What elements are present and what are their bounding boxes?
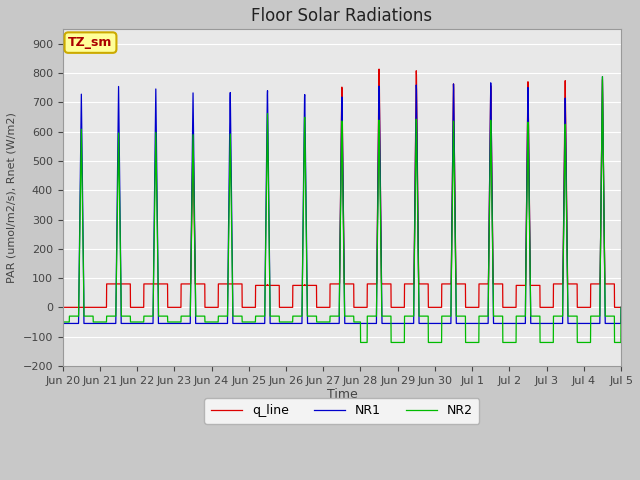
NR2: [617, 304, 625, 310]
NR1: [617, 304, 625, 310]
Title: Floor Solar Radiations: Floor Solar Radiations: [252, 7, 433, 25]
NR2: [607, 313, 614, 319]
q_line: [375, 66, 383, 72]
NR2: [598, 74, 606, 80]
NR1: [598, 74, 606, 80]
NR1: [273, 321, 281, 326]
Line: q_line: q_line: [63, 69, 621, 307]
Text: TZ_sm: TZ_sm: [68, 36, 113, 49]
NR1: [122, 321, 130, 326]
Line: NR1: NR1: [63, 77, 621, 324]
q_line: [617, 304, 625, 310]
NR1: [156, 321, 163, 326]
NR2: [297, 313, 305, 319]
q_line: [156, 281, 163, 287]
Line: NR2: NR2: [63, 77, 621, 342]
q_line: [297, 283, 305, 288]
NR1: [546, 321, 554, 326]
q_line: [122, 281, 130, 287]
NR2: [59, 319, 67, 325]
NR1: [607, 321, 614, 326]
Legend: q_line, NR1, NR2: q_line, NR1, NR2: [204, 398, 479, 423]
NR1: [59, 321, 67, 326]
NR2: [156, 313, 163, 319]
NR2: [356, 339, 364, 345]
NR2: [273, 313, 281, 319]
Y-axis label: PAR (umol/m2/s), Rnet (W/m2): PAR (umol/m2/s), Rnet (W/m2): [7, 112, 17, 283]
q_line: [547, 304, 554, 310]
q_line: [59, 304, 67, 310]
NR1: [297, 321, 305, 326]
q_line: [273, 283, 281, 288]
X-axis label: Time: Time: [326, 388, 357, 401]
NR2: [122, 313, 130, 319]
q_line: [607, 281, 614, 287]
NR2: [547, 339, 554, 345]
